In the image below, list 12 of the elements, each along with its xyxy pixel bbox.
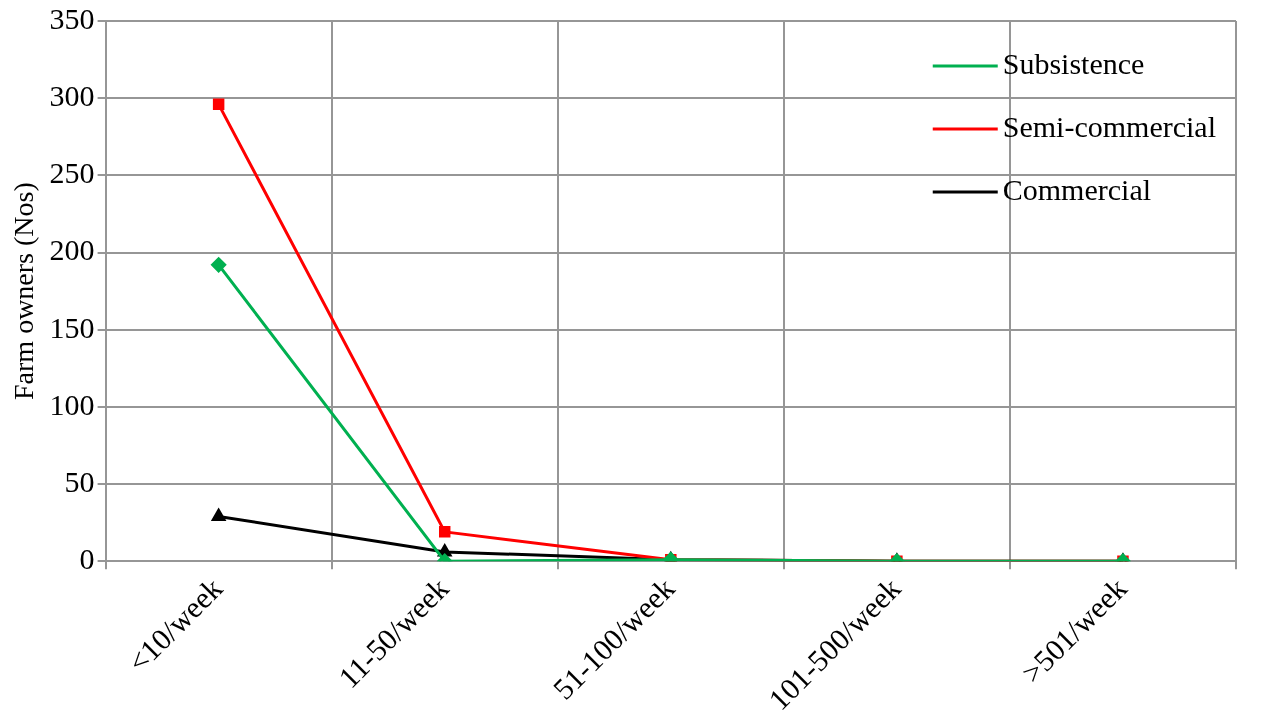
- y-tick-label: 150: [49, 310, 95, 344]
- y-tick-label: 350: [49, 1, 95, 35]
- legend-label: Semi-commercial: [1002, 109, 1217, 143]
- legend-label: Subsistence: [1002, 46, 1145, 80]
- y-axis-title: Farm owners (Nos): [8, 182, 40, 400]
- y-tick-label: 250: [49, 156, 95, 190]
- y-tick-label: 300: [49, 79, 95, 113]
- y-tick-label: 200: [49, 233, 95, 267]
- y-tick-label: 50: [64, 464, 95, 498]
- y-tick-label: 0: [79, 542, 95, 576]
- legend-label: Commercial: [1002, 172, 1152, 206]
- y-tick-label: 100: [49, 387, 95, 421]
